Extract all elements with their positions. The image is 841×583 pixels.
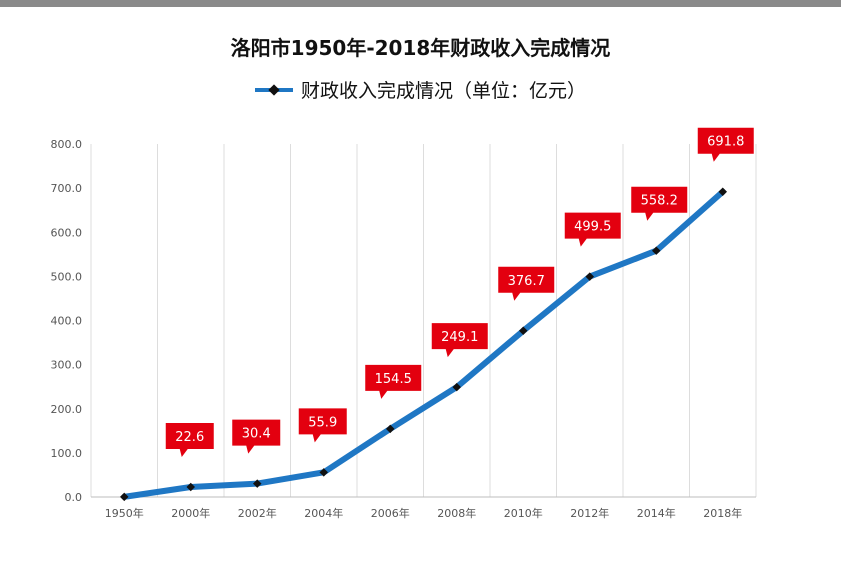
x-tick-label: 2004年 bbox=[304, 506, 343, 520]
y-tick-label: 800.0 bbox=[51, 138, 83, 151]
legend-label: 财政收入完成情况（单位：亿元） bbox=[300, 80, 586, 102]
data-point-marker bbox=[319, 468, 328, 477]
y-tick-label: 0.0 bbox=[65, 491, 83, 504]
data-label-callout bbox=[165, 423, 214, 458]
data-label: 30.4 bbox=[242, 427, 271, 442]
data-label-callout bbox=[498, 266, 555, 301]
x-tick-label: 2000年 bbox=[171, 506, 210, 520]
data-point-marker bbox=[452, 382, 461, 392]
y-tick-label: 700.0 bbox=[51, 182, 83, 195]
data-label: 376.7 bbox=[508, 274, 545, 289]
data-label: 22.6 bbox=[175, 430, 204, 445]
data-label-callout bbox=[232, 419, 281, 454]
data-point-marker bbox=[186, 482, 195, 492]
top-bar bbox=[0, 0, 841, 7]
data-label: 55.9 bbox=[308, 415, 337, 430]
y-tick-label: 100.0 bbox=[51, 447, 83, 460]
x-tick-label: 1950年 bbox=[105, 506, 144, 520]
data-label-callout bbox=[298, 408, 347, 443]
x-tick-label: 2010年 bbox=[504, 506, 543, 520]
data-point-marker bbox=[585, 272, 594, 281]
data-label-callout bbox=[431, 323, 488, 358]
series-line bbox=[121, 188, 726, 500]
y-tick-label: 600.0 bbox=[51, 226, 83, 239]
x-tick-label: 2014年 bbox=[637, 506, 676, 520]
x-tick-label: 2008年 bbox=[437, 506, 476, 520]
y-tick-label: 300.0 bbox=[51, 359, 83, 372]
y-tick-label: 200.0 bbox=[51, 403, 83, 416]
data-label-callout bbox=[564, 212, 621, 247]
data-label-callout bbox=[697, 127, 754, 162]
chart-title: 洛阳市1950年-2018年财政收入完成情况 bbox=[230, 36, 611, 60]
legend: 财政收入完成情况（单位：亿元） bbox=[0, 76, 841, 103]
data-point-marker bbox=[120, 492, 129, 502]
y-tick-label: 500.0 bbox=[51, 270, 83, 283]
data-label-callout bbox=[365, 364, 422, 399]
x-tick-label: 2012年 bbox=[570, 506, 609, 520]
data-label: 691.8 bbox=[707, 135, 744, 150]
data-point-marker bbox=[519, 326, 528, 336]
legend-line-swatch bbox=[254, 83, 293, 97]
data-label-callout bbox=[631, 186, 688, 221]
data-label: 558.2 bbox=[641, 194, 678, 209]
data-label: 499.5 bbox=[574, 220, 611, 235]
x-tick-label: 2018年 bbox=[703, 506, 742, 520]
data-point-marker bbox=[386, 424, 395, 434]
data-label: 154.5 bbox=[375, 372, 412, 387]
data-point-marker bbox=[253, 479, 262, 488]
x-tick-label: 2006年 bbox=[371, 506, 410, 520]
x-tick-label: 2002年 bbox=[238, 506, 277, 520]
y-tick-label: 400.0 bbox=[51, 315, 83, 328]
data-label: 249.1 bbox=[441, 330, 478, 345]
